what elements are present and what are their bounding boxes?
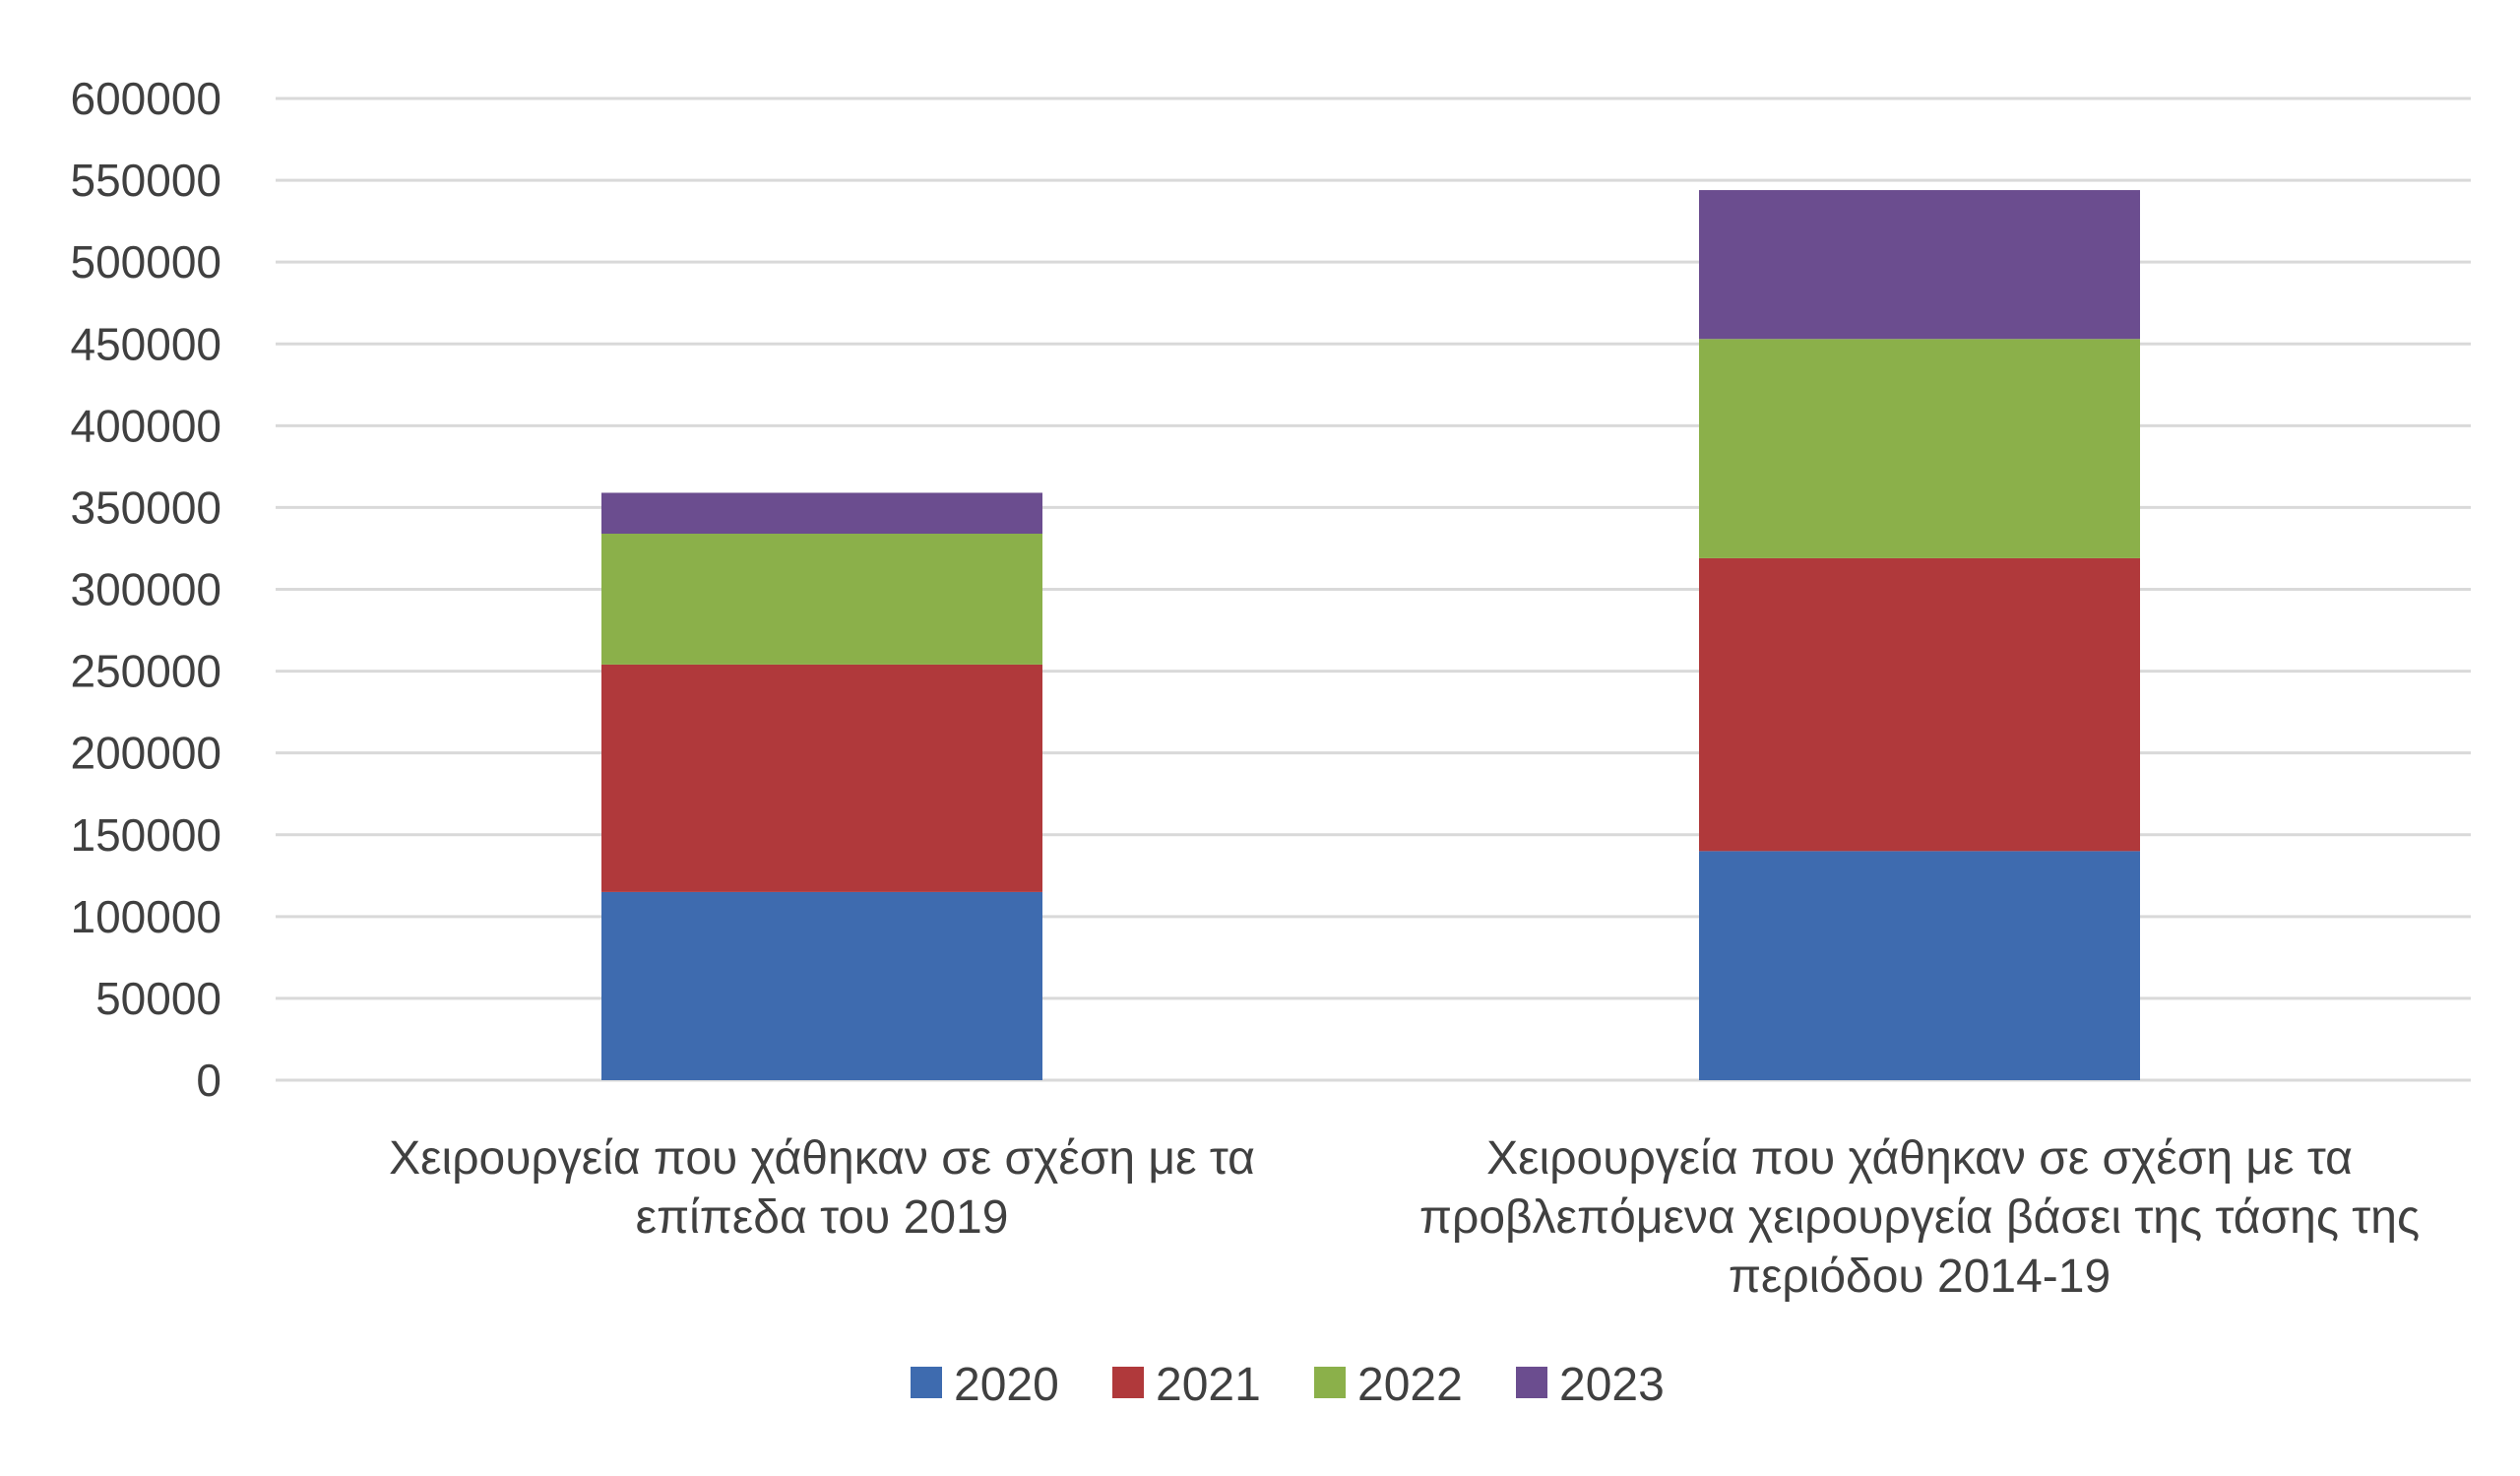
y-tick-label: 350000 — [71, 481, 222, 533]
legend-label-2023: 2023 — [1559, 1359, 1665, 1411]
bar-2022-category-1 — [601, 534, 1042, 665]
y-tick-label: 100000 — [71, 891, 222, 942]
legend-label-2022: 2022 — [1357, 1359, 1463, 1411]
y-tick-label: 600000 — [71, 73, 222, 124]
category-label-line: προβλεπόμενα χειρουργεία βάσει της τάσης… — [1419, 1191, 2420, 1244]
bars — [601, 190, 2140, 1080]
category-label-line: περιόδου 2014-19 — [1729, 1251, 2110, 1303]
bar-2020-category-2 — [1699, 851, 2140, 1080]
y-tick-label: 0 — [196, 1055, 221, 1106]
x-axis-category-labels: Χειρουργεία που χάθηκαν σε σχέση με τα επ… — [389, 1132, 2420, 1303]
legend: 2020 2021 2022 2023 — [911, 1359, 1665, 1411]
legend-swatch-2020 — [911, 1367, 942, 1398]
y-tick-label: 400000 — [71, 400, 222, 451]
y-tick-label: 200000 — [71, 728, 222, 779]
legend-swatch-2023 — [1516, 1367, 1547, 1398]
y-axis-tick-labels: 0 50000 100000 150000 200000 250000 300000 3500… — [71, 73, 222, 1106]
y-tick-label: 50000 — [95, 973, 221, 1024]
bar-2021-category-1 — [601, 664, 1042, 892]
legend-label-2020: 2020 — [954, 1359, 1059, 1411]
bar-2020-category-1 — [601, 891, 1042, 1080]
y-tick-label: 250000 — [71, 646, 222, 697]
legend-label-2021: 2021 — [1156, 1359, 1261, 1411]
y-tick-label: 300000 — [71, 564, 222, 615]
category-label-line: Χειρουργεία που χάθηκαν σε σχέση με τα — [389, 1132, 1255, 1185]
bar-2023-category-1 — [601, 492, 1042, 535]
category-label-line: Χειρουργεία που χάθηκαν σε σχέση με τα — [1486, 1132, 2353, 1185]
legend-swatch-2021 — [1112, 1367, 1144, 1398]
bar-2023-category-2 — [1699, 190, 2140, 340]
category-label-line: επίπεδα του 2019 — [636, 1191, 1009, 1244]
legend-swatch-2022 — [1314, 1367, 1346, 1398]
bar-2021-category-2 — [1699, 557, 2140, 852]
y-tick-label: 450000 — [71, 318, 222, 369]
y-tick-label: 500000 — [71, 236, 222, 288]
y-tick-label: 150000 — [71, 809, 222, 861]
y-tick-label: 550000 — [71, 155, 222, 206]
bar-2022-category-2 — [1699, 339, 2140, 558]
